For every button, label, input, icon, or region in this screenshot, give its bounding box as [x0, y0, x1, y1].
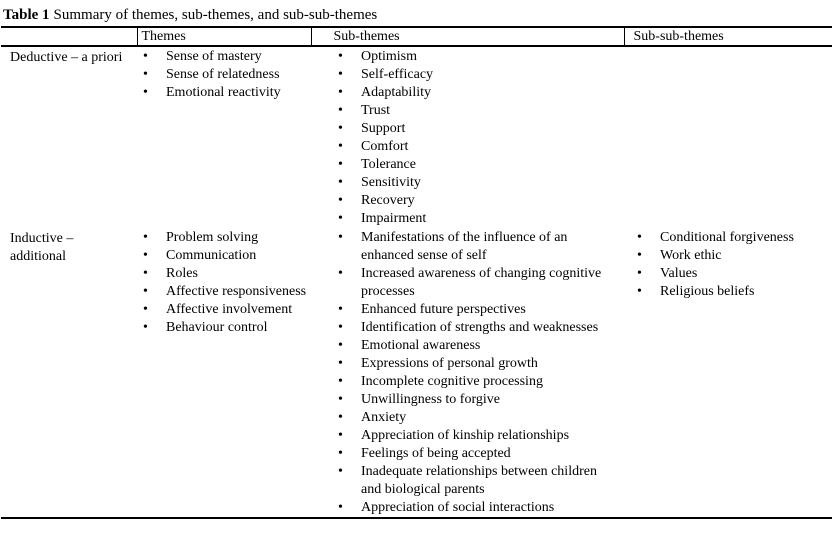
bullet-list-item: Communication [143, 247, 318, 265]
bullet-list-item: Manifestations of the influence of an en… [338, 229, 604, 265]
bullet-list-item: Inadequate relationships between childre… [338, 463, 604, 499]
bullet-list-item: Impairment [338, 210, 604, 228]
bullet-list-item: Tolerance [338, 156, 604, 174]
themes-list: Problem solvingCommunicationRolesAffecti… [137, 229, 318, 337]
bullet-list-item: Affective involvement [143, 301, 318, 319]
table-caption-text: Summary of themes, sub-themes, and sub-s… [53, 7, 378, 23]
bullet-list-item: Incomplete cognitive processing [338, 373, 604, 391]
header-row: Themes Sub-themes Sub-sub-themes [1, 27, 832, 46]
bullet-list-item: Self-efficacy [338, 66, 604, 84]
cell-inductive-sub-sub-themes: Conditional forgivenessWork ethicValuesR… [624, 228, 832, 518]
cell-inductive-sub-themes: Manifestations of the influence of an en… [311, 228, 624, 518]
table-caption-label: Table 1 [3, 7, 50, 23]
bullet-list-item: Trust [338, 102, 604, 120]
bullet-list-item: Values [637, 265, 819, 283]
bullet-list-item: Roles [143, 265, 318, 283]
document-page: Table 1 Summary of themes, sub-themes, an… [0, 0, 833, 519]
bullet-list-item: Behaviour control [143, 319, 318, 337]
bullet-list-item: Emotional reactivity [143, 84, 318, 102]
bullet-list-item: Support [338, 120, 604, 138]
themes-list: Sense of masterySense of relatednessEmot… [137, 48, 318, 102]
bullet-list-item: Sensitivity [338, 174, 604, 192]
bullet-list-item: Work ethic [637, 247, 819, 265]
bullet-list-item: Anxiety [338, 409, 604, 427]
bullet-list-item: Unwillingness to forgive [338, 391, 604, 409]
sub-themes-list: OptimismSelf-efficacyAdaptabilityTrustSu… [311, 48, 604, 228]
row-category-deductive: Deductive – a priori [10, 50, 123, 65]
bullet-list-item: Optimism [338, 48, 604, 66]
bullet-list-item: Enhanced future perspectives [338, 301, 604, 319]
table-row-deductive: Deductive – a priori Sense of masterySen… [1, 46, 832, 228]
cell-inductive-themes: Problem solvingCommunicationRolesAffecti… [137, 228, 311, 518]
bullet-list-item: Sense of relatedness [143, 66, 318, 84]
bullet-list-item: Feelings of being accepted [338, 445, 604, 463]
header-sub-themes: Sub-themes [310, 27, 624, 46]
header-themes: Themes [136, 27, 311, 46]
header-sub-sub-themes: Sub-sub-themes [623, 27, 832, 46]
table-caption: Table 1 Summary of themes, sub-themes, an… [0, 0, 833, 26]
table-row-inductive: Inductive – additional Problem solvingCo… [1, 228, 832, 518]
bullet-list-item: Identification of strengths and weakness… [338, 319, 604, 337]
cell-deductive-sub-themes: OptimismSelf-efficacyAdaptabilityTrustSu… [311, 46, 624, 228]
bullet-list-item: Sense of mastery [143, 48, 318, 66]
bullet-list-item: Increased awareness of changing cognitiv… [338, 265, 604, 301]
row-category-inductive: Inductive – additional [10, 231, 74, 264]
bullet-list-item: Adaptability [338, 84, 604, 102]
bullet-list-item: Expressions of personal growth [338, 355, 604, 373]
bullet-list-item: Problem solving [143, 229, 318, 247]
sub-themes-list: Manifestations of the influence of an en… [311, 229, 604, 517]
themes-summary-table: Themes Sub-themes Sub-sub-themes Deducti… [1, 26, 832, 519]
bullet-list-item: Conditional forgiveness [637, 229, 819, 247]
bullet-list-item: Religious beliefs [637, 283, 819, 301]
cell-deductive-sub-sub-themes [624, 46, 832, 228]
sub-sub-themes-list: Conditional forgivenessWork ethicValuesR… [624, 229, 819, 301]
cell-deductive-themes: Sense of masterySense of relatednessEmot… [137, 46, 311, 228]
bullet-list-item: Recovery [338, 192, 604, 210]
bullet-list-item: Emotional awareness [338, 337, 604, 355]
bullet-list-item: Comfort [338, 138, 604, 156]
bullet-list-item: Affective responsiveness [143, 283, 318, 301]
bullet-list-item: Appreciation of social interactions [338, 499, 604, 517]
header-category-empty [1, 27, 137, 46]
bullet-list-item: Appreciation of kinship relationships [338, 427, 604, 445]
